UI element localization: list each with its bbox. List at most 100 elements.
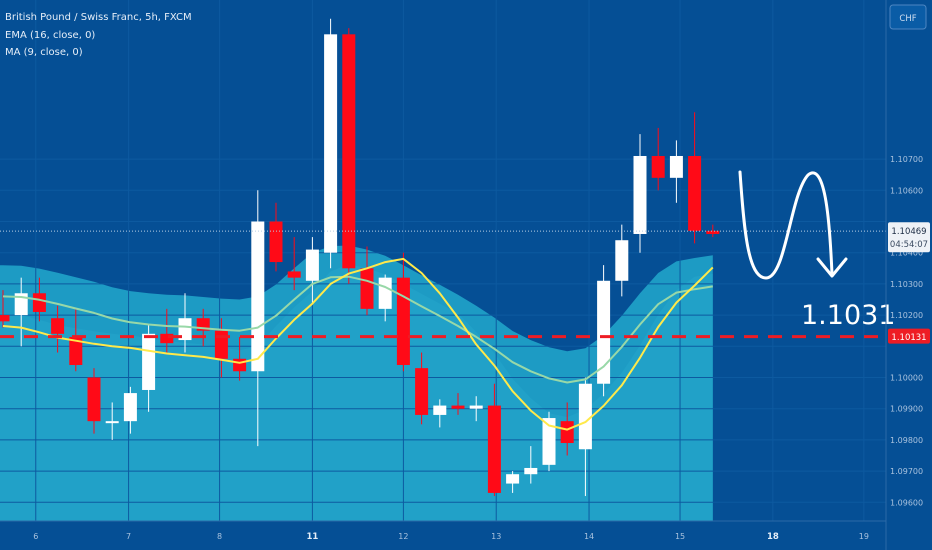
candle — [597, 265, 611, 397]
candle-body — [378, 277, 392, 309]
overlay-layer: 1.1031 — [738, 170, 895, 331]
candle — [706, 224, 720, 238]
candle-body — [615, 240, 629, 281]
x-tick-label: 6 — [33, 532, 38, 541]
forecast-arrowhead — [816, 257, 848, 278]
y-tick-label: 1.10000 — [890, 373, 923, 382]
candle-body — [142, 333, 156, 390]
candle — [0, 290, 10, 328]
candle — [615, 224, 629, 297]
indicator-area-layer — [0, 245, 713, 521]
candle-body — [233, 358, 247, 372]
candle-body — [14, 293, 28, 316]
candle-body — [669, 155, 683, 178]
target-price-badge: 1.10131 — [888, 328, 930, 344]
x-axis-ticks: 6 7 8 11 12 13 14 15 18 19 — [33, 532, 869, 542]
candle — [51, 305, 65, 353]
x-tick-label: 12 — [398, 532, 408, 541]
x-tick-label: 14 — [584, 532, 594, 541]
candle-body — [87, 377, 101, 422]
chart-legend: British Pound / Swiss Franc, 5h, FXCM EM… — [5, 12, 192, 58]
candle-body — [251, 221, 265, 372]
y-tick-label: 1.09900 — [890, 405, 923, 414]
candle — [524, 446, 538, 484]
target-price-value: 1.10131 — [891, 333, 926, 343]
candle-body — [651, 155, 665, 178]
current-price-badge: 1.10469 04:54:07 — [888, 222, 930, 253]
candle-body — [542, 418, 556, 465]
candle-body — [0, 315, 10, 322]
candle — [160, 308, 174, 353]
candle-body — [360, 268, 374, 309]
target-level-annotation: 1.1031 — [801, 300, 895, 331]
x-tick-label: 11 — [306, 532, 318, 542]
candle — [487, 383, 501, 497]
candle — [287, 237, 301, 291]
candle-body — [324, 34, 338, 253]
candle — [415, 352, 429, 425]
candle — [651, 127, 665, 191]
candle-body — [524, 467, 538, 475]
y-tick-label: 1.10300 — [890, 280, 923, 289]
candle — [451, 393, 465, 415]
candle-body — [415, 368, 429, 415]
axis-layer — [0, 0, 887, 550]
y-tick-label: 1.10600 — [890, 186, 923, 195]
y-tick-label: 1.09600 — [890, 498, 923, 507]
candle — [178, 293, 192, 353]
candle-body — [396, 277, 410, 366]
candle-body — [706, 230, 720, 234]
candle — [542, 411, 556, 472]
y-tick-label: 1.09800 — [890, 436, 923, 445]
y-tick-label: 1.09700 — [890, 467, 923, 476]
candle-body — [305, 249, 319, 281]
x-tick-label: 7 — [126, 532, 131, 541]
ma-band-area — [0, 264, 713, 521]
y-tick-label: 1.10400 — [890, 249, 923, 258]
candle-body — [506, 474, 520, 484]
candle — [142, 324, 156, 412]
candle-body — [578, 383, 592, 450]
candle — [669, 140, 683, 203]
candle — [396, 252, 410, 372]
candle — [87, 368, 101, 434]
candle-body — [342, 34, 356, 269]
countdown-timer: 04:54:07 — [890, 240, 928, 250]
candle-body — [433, 405, 447, 415]
currency-button[interactable]: CHF — [889, 4, 927, 30]
candle-body — [487, 405, 501, 493]
candle-body — [69, 336, 83, 366]
candle-body — [123, 393, 137, 422]
forecast-wave-arrow — [738, 170, 834, 280]
candle — [105, 402, 119, 440]
currency-label: CHF — [899, 14, 916, 24]
legend-ma: MA (9, close, 0) — [5, 47, 83, 58]
y-axis-ticks: 1.10700 1.10600 1.10400 1.10300 1.10200 1.100… — [890, 155, 923, 507]
candle-body — [597, 280, 611, 384]
candle-body — [451, 405, 465, 409]
candle — [633, 134, 647, 253]
candle — [688, 112, 702, 244]
candle — [305, 237, 319, 303]
candle-body — [178, 318, 192, 341]
x-tick-label: 8 — [217, 532, 222, 541]
candle-body — [32, 293, 46, 312]
candle-layer — [0, 18, 720, 497]
candle — [14, 277, 28, 347]
candle-body — [560, 421, 574, 444]
candle — [342, 28, 356, 284]
y-tick-label: 1.10200 — [890, 311, 923, 320]
x-tick-label: 15 — [675, 532, 685, 541]
candle-body — [469, 405, 483, 409]
candle — [324, 18, 338, 269]
legend-ema: EMA (16, close, 0) — [5, 30, 95, 41]
ma-9-line — [2, 257, 714, 431]
candle-body — [160, 333, 174, 344]
candle — [433, 399, 447, 428]
candle-body — [51, 318, 65, 334]
candle-body — [287, 271, 301, 278]
candle — [251, 190, 265, 447]
ema-16-line — [2, 275, 713, 384]
